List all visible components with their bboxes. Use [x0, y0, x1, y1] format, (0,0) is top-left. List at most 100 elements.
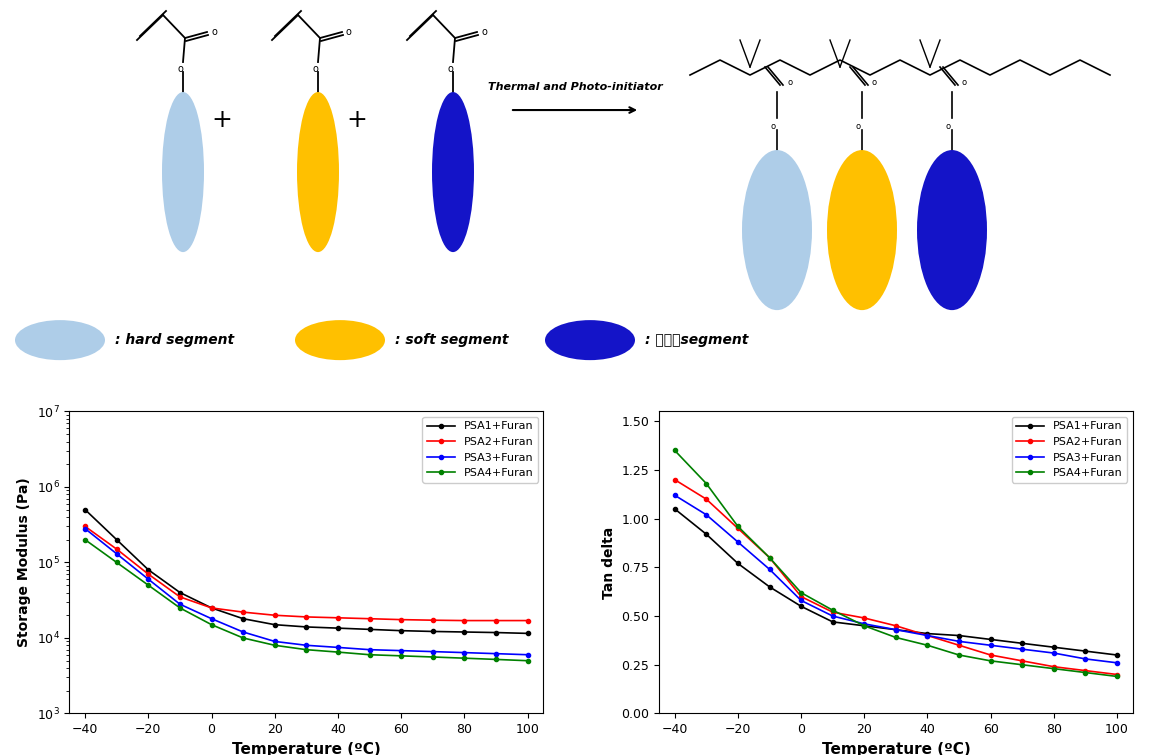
PSA1+Furan: [1110, 651, 1124, 660]
Ellipse shape: [297, 92, 339, 252]
PSA1+Furan: [299, 622, 313, 631]
PSA1+Furan: [363, 625, 377, 634]
PSA2+Furan: [141, 569, 155, 578]
Line: PSA1+Furan: PSA1+Furan: [83, 507, 529, 636]
Legend: PSA1+Furan, PSA2+Furan, PSA3+Furan, PSA4+Furan: PSA1+Furan, PSA2+Furan, PSA3+Furan, PSA4…: [1012, 417, 1127, 482]
PSA3+Furan: [79, 524, 92, 533]
PSA1+Furan: [1015, 639, 1029, 648]
PSA3+Furan: [731, 538, 744, 547]
Y-axis label: Storage Modulus (Pa): Storage Modulus (Pa): [17, 478, 31, 647]
PSA4+Furan: [668, 446, 682, 455]
Text: : soft segment: : soft segment: [395, 333, 509, 347]
Text: Thermal and Photo-initiator: Thermal and Photo-initiator: [488, 82, 662, 92]
PSA4+Furan: [920, 641, 934, 650]
PSA1+Furan: [79, 505, 92, 514]
PSA4+Furan: [425, 652, 439, 661]
PSA4+Furan: [141, 581, 155, 590]
PSA3+Furan: [205, 614, 218, 623]
Text: o: o: [855, 122, 860, 131]
Text: +: +: [212, 108, 232, 132]
PSA2+Furan: [889, 621, 903, 630]
PSA3+Furan: [794, 596, 808, 605]
PSA4+Furan: [299, 645, 313, 654]
PSA3+Furan: [331, 643, 344, 652]
PSA3+Furan: [825, 612, 839, 621]
Line: PSA4+Furan: PSA4+Furan: [83, 538, 529, 663]
Ellipse shape: [827, 150, 897, 310]
PSA2+Furan: [236, 608, 250, 617]
PSA1+Furan: [984, 635, 998, 644]
PSA4+Furan: [79, 535, 92, 544]
PSA1+Furan: [236, 614, 250, 623]
PSA1+Furan: [205, 603, 218, 612]
PSA3+Furan: [489, 649, 503, 658]
PSA1+Furan: [520, 629, 534, 638]
X-axis label: Temperature (ºC): Temperature (ºC): [822, 741, 970, 755]
Text: o: o: [212, 27, 217, 37]
PSA2+Furan: [110, 544, 124, 553]
Line: PSA3+Furan: PSA3+Furan: [83, 527, 529, 657]
Text: +: +: [347, 108, 368, 132]
PSA1+Furan: [731, 559, 744, 568]
Text: : 상용성segment: : 상용성segment: [645, 333, 748, 347]
PSA3+Furan: [953, 637, 966, 646]
PSA4+Furan: [205, 620, 218, 629]
PSA1+Furan: [699, 530, 713, 539]
PSA3+Furan: [668, 491, 682, 500]
PSA4+Furan: [268, 641, 282, 650]
PSA2+Furan: [363, 614, 377, 623]
PSA2+Furan: [205, 603, 218, 612]
PSA1+Furan: [858, 621, 872, 630]
PSA2+Furan: [953, 641, 966, 650]
PSA2+Furan: [984, 651, 998, 660]
PSA3+Furan: [299, 641, 313, 650]
PSA4+Furan: [489, 655, 503, 664]
PSA3+Furan: [1015, 645, 1029, 654]
PSA4+Furan: [173, 603, 187, 612]
PSA3+Furan: [173, 599, 187, 609]
Ellipse shape: [742, 150, 812, 310]
PSA1+Furan: [668, 504, 682, 513]
Text: o: o: [962, 78, 968, 87]
Text: o: o: [346, 27, 351, 37]
Text: o: o: [481, 27, 487, 37]
PSA1+Furan: [394, 626, 408, 635]
PSA3+Furan: [110, 550, 124, 559]
PSA1+Furan: [794, 602, 808, 611]
Legend: PSA1+Furan, PSA2+Furan, PSA3+Furan, PSA4+Furan: PSA1+Furan, PSA2+Furan, PSA3+Furan, PSA4…: [422, 417, 538, 482]
PSA4+Furan: [1047, 664, 1061, 673]
PSA4+Furan: [953, 651, 966, 660]
PSA1+Furan: [458, 627, 472, 636]
PSA2+Furan: [825, 608, 839, 617]
Text: o: o: [312, 64, 318, 74]
PSA4+Furan: [699, 479, 713, 488]
PSA2+Furan: [794, 592, 808, 601]
PSA3+Furan: [1079, 655, 1092, 664]
PSA2+Furan: [458, 616, 472, 625]
PSA4+Furan: [1079, 668, 1092, 677]
PSA4+Furan: [858, 621, 872, 630]
Ellipse shape: [432, 92, 474, 252]
PSA2+Furan: [79, 522, 92, 531]
PSA4+Furan: [520, 656, 534, 665]
PSA4+Furan: [763, 553, 777, 562]
PSA3+Furan: [268, 637, 282, 646]
PSA1+Furan: [173, 588, 187, 597]
PSA2+Furan: [1015, 656, 1029, 665]
PSA2+Furan: [920, 631, 934, 640]
PSA2+Furan: [173, 593, 187, 602]
PSA4+Furan: [731, 522, 744, 531]
PSA1+Furan: [331, 624, 344, 633]
PSA2+Furan: [731, 524, 744, 533]
PSA4+Furan: [825, 606, 839, 615]
PSA3+Furan: [699, 510, 713, 519]
PSA3+Furan: [425, 647, 439, 656]
PSA2+Furan: [394, 615, 408, 624]
PSA4+Furan: [110, 558, 124, 567]
PSA1+Furan: [953, 631, 966, 640]
PSA3+Furan: [141, 575, 155, 584]
Ellipse shape: [162, 92, 203, 252]
PSA4+Furan: [363, 650, 377, 659]
Line: PSA2+Furan: PSA2+Furan: [673, 478, 1119, 676]
Ellipse shape: [544, 320, 635, 360]
